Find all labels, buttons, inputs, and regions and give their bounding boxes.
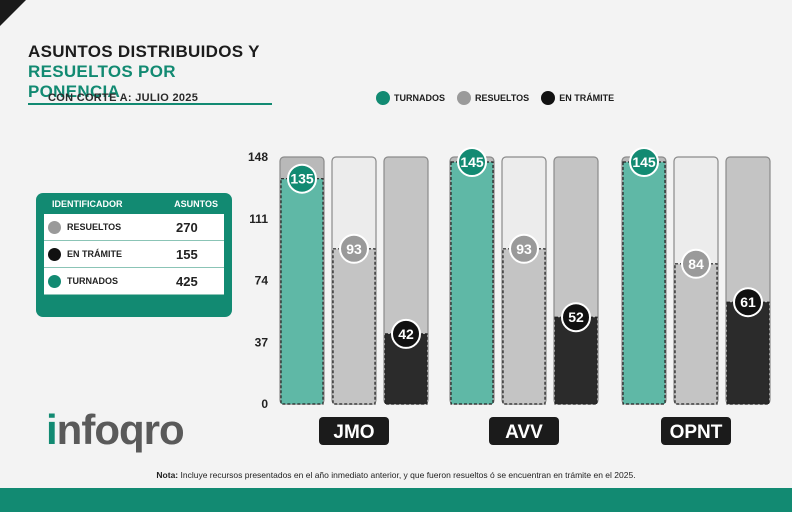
data-label: 93: [516, 241, 532, 257]
bar-en-tr-mite: [554, 316, 598, 405]
category-label-bg: [319, 417, 389, 445]
y-tick-label: 37: [255, 335, 269, 349]
header-identificador: IDENTIFICADOR: [52, 199, 123, 209]
legend-swatch-en-tramite: [541, 91, 556, 105]
category-label-bg: [489, 417, 559, 445]
value-badge: [287, 163, 317, 194]
y-tick-label: 0: [261, 397, 268, 411]
legend-item-en-tramite: EN TRÁMITE: [541, 91, 614, 105]
data-label: 135: [290, 171, 314, 187]
data-label: 52: [568, 309, 584, 325]
category-label: JMO: [333, 422, 374, 443]
data-label: 145: [632, 154, 656, 170]
y-tick-label: 74: [255, 274, 269, 288]
data-label: 61: [740, 294, 756, 310]
bottom-bar: [0, 488, 792, 512]
value-badge: [457, 147, 487, 178]
table-row: EN TRÁMITE 155: [44, 241, 224, 268]
row-swatch-resueltos: [48, 220, 61, 234]
value-badge: [681, 248, 711, 279]
row-label: TURNADOS: [67, 276, 118, 286]
legend: TURNADOS RESUELTOS EN TRÁMITE: [376, 91, 614, 105]
table-row: RESUELTOS 270: [44, 214, 224, 241]
legend-swatch-resueltos: [457, 91, 471, 105]
data-label: 42: [398, 326, 414, 342]
value-badge: [509, 233, 539, 264]
data-label: 93: [346, 241, 362, 257]
bar-resueltos: [674, 263, 718, 405]
footnote-label: Nota:: [156, 470, 179, 480]
category-label: AVV: [505, 422, 543, 443]
bar-chart: 0 37 74 111 148 135 93 42 JMO 145 93 52 AVV 145 84 61 OP…: [248, 147, 771, 445]
row-value: 155: [176, 246, 198, 262]
legend-swatch-turnados: [376, 91, 390, 105]
legend-label-turnados: TURNADOS: [394, 93, 445, 103]
summary-table-body: RESUELTOS 270 EN TRÁMITE 155 TURNADOS 42…: [44, 214, 224, 295]
value-badge: [629, 147, 659, 178]
row-value: 270: [176, 219, 198, 235]
legend-item-resueltos: RESUELTOS: [457, 91, 529, 105]
logo-part-1: i: [46, 406, 58, 453]
footnote: Nota: Incluye recursos presentados en el…: [0, 470, 792, 480]
row-swatch-turnados: [48, 274, 61, 288]
summary-table-footer: [44, 296, 224, 311]
data-label: 145: [460, 154, 484, 170]
bar-turnados: [622, 161, 666, 405]
title-line-2: RESUELTOS POR PONENCIA: [28, 62, 272, 105]
legend-item-turnados: TURNADOS: [376, 91, 445, 105]
row-label: EN TRÁMITE: [67, 249, 122, 259]
value-badge: [733, 287, 763, 318]
bar-resueltos: [502, 248, 546, 405]
y-tick-label: 111: [249, 212, 268, 226]
bar-resueltos: [332, 248, 376, 405]
table-row: TURNADOS 425: [44, 268, 224, 295]
chart-title: ASUNTOS DISTRIBUIDOS Y RESUELTOS POR PON…: [28, 42, 272, 105]
chart-subtitle: CON CORTE A: JULIO 2025: [48, 92, 199, 104]
row-swatch-en-tramite: [48, 247, 61, 261]
header-asuntos: ASUNTOS: [174, 199, 218, 209]
bar-turnados: [280, 178, 324, 405]
category-label-bg: [661, 417, 731, 445]
legend-label-en-tramite: EN TRÁMITE: [559, 93, 615, 103]
bar-turnados: [450, 161, 494, 405]
bar-en-tr-mite: [726, 301, 770, 405]
y-tick-label: 148: [248, 150, 268, 164]
summary-table-header: IDENTIFICADOR ASUNTOS: [36, 193, 232, 212]
row-label: RESUELTOS: [67, 222, 122, 232]
infoqro-logo: infoqro: [46, 406, 185, 454]
corner-decoration: [0, 0, 26, 26]
summary-table: IDENTIFICADOR ASUNTOS RESUELTOS 270 EN T…: [36, 193, 232, 317]
data-label: 84: [688, 256, 704, 272]
value-badge: [339, 233, 369, 264]
logo-part-2: nfoqro: [56, 406, 185, 453]
value-badge: [561, 302, 591, 333]
footnote-text: Incluye recursos presentados en el año i…: [178, 470, 636, 480]
category-label: OPNT: [670, 422, 723, 443]
title-line-1: ASUNTOS DISTRIBUIDOS Y: [28, 42, 260, 61]
legend-label-resueltos: RESUELTOS: [475, 93, 530, 103]
row-value: 425: [176, 273, 198, 289]
value-badge: [391, 318, 421, 349]
